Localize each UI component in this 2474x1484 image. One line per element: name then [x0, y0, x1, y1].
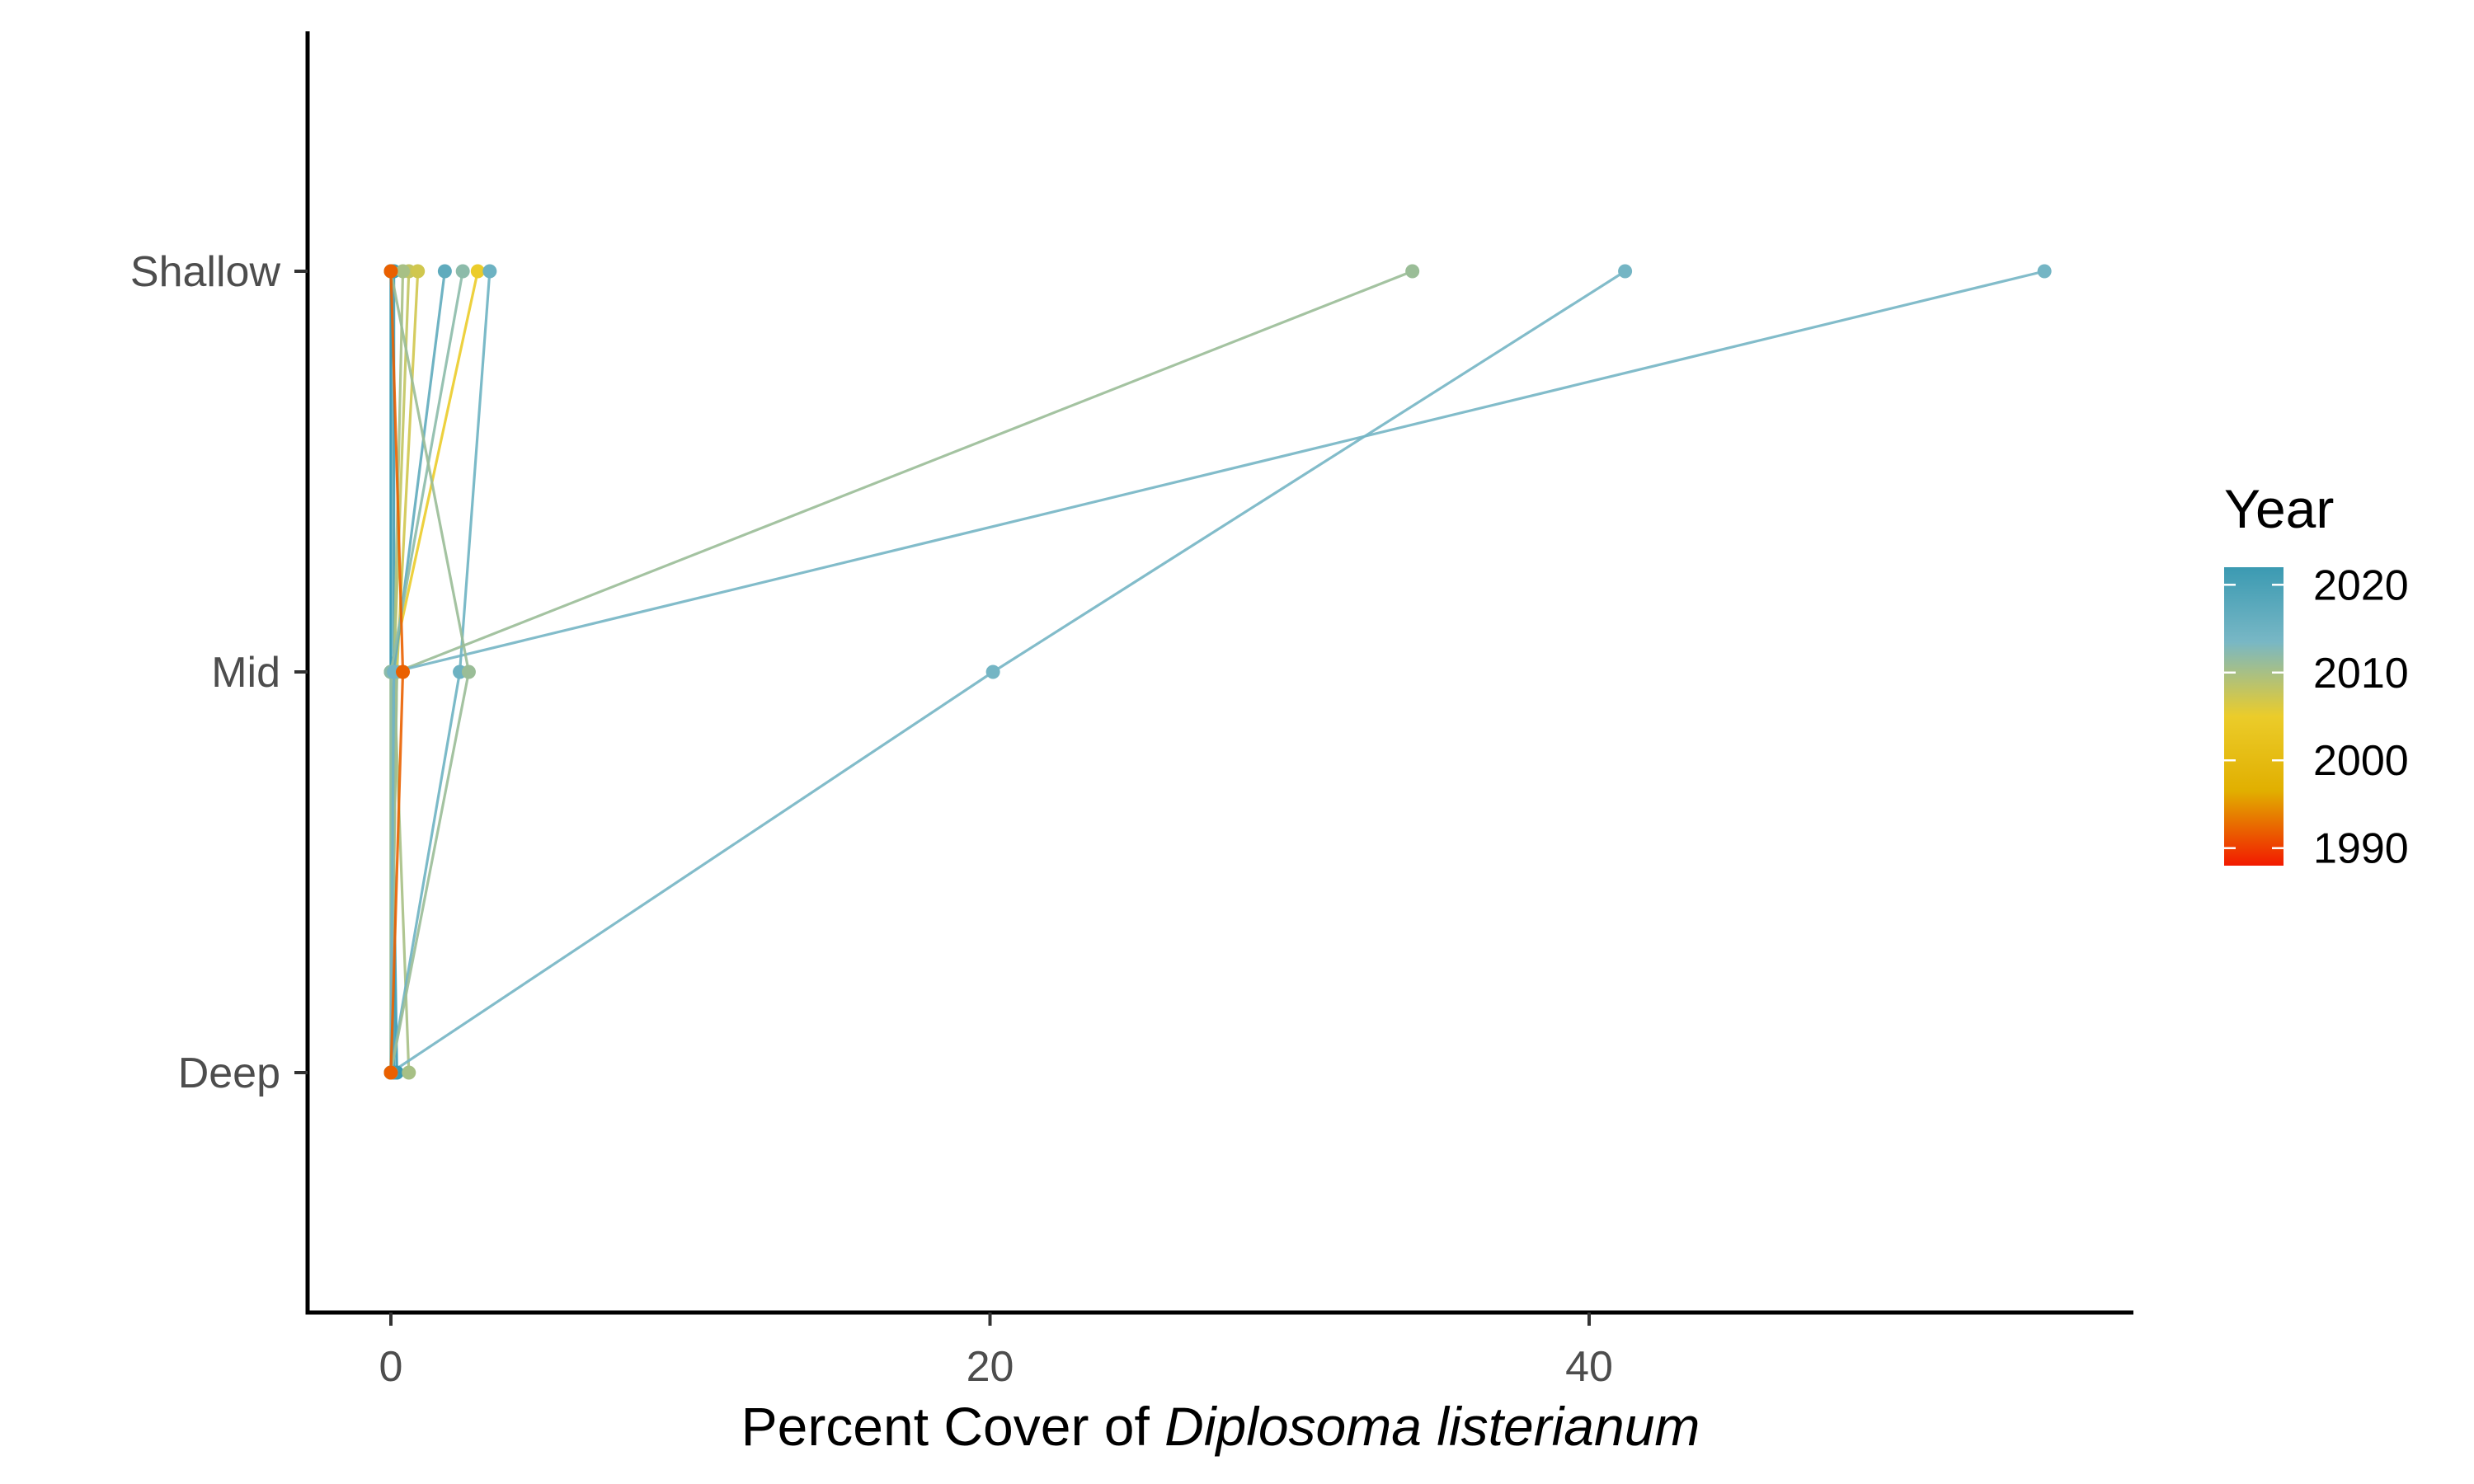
legend-ticks: 2020 2010 2000 1990	[2224, 561, 2409, 873]
series-points	[383, 264, 2052, 1080]
legend-label: 2020	[2313, 561, 2409, 609]
legend-label: 2010	[2313, 650, 2409, 697]
series-line	[389, 270, 2045, 1073]
data-point	[383, 264, 398, 279]
y-tick-label: Deep	[178, 1050, 280, 1097]
data-point	[461, 665, 476, 679]
data-point	[411, 264, 426, 279]
y-tick-label: Shallow	[130, 248, 281, 296]
data-point	[470, 264, 485, 279]
x-axis-title-species: Diplosoma listerianum	[1164, 1396, 1700, 1457]
legend-title: Year	[2224, 478, 2334, 539]
data-point	[1405, 264, 1420, 279]
series-line	[390, 270, 1626, 1074]
series-lines	[389, 270, 2045, 1074]
x-axis-title: Percent Cover of Diplosoma listerianum	[741, 1396, 1700, 1457]
x-axis-title-prefix: Percent Cover of	[741, 1396, 1165, 1457]
year-legend: Year 2020 2010 2000 1990	[2224, 478, 2409, 873]
x-tick-label: 40	[1565, 1343, 1613, 1391]
legend-label: 1990	[2313, 825, 2409, 873]
data-point	[396, 665, 411, 679]
y-axis-ticks: Deep Mid Shallow	[130, 248, 308, 1097]
data-point	[396, 264, 411, 279]
data-point	[455, 264, 470, 279]
legend-colorbar	[2224, 567, 2284, 866]
x-tick-label: 20	[967, 1343, 1014, 1391]
data-point	[2037, 264, 2052, 279]
data-point	[383, 1065, 398, 1080]
data-point	[985, 665, 1000, 679]
y-tick-label: Mid	[211, 649, 280, 697]
data-point	[1618, 264, 1633, 279]
data-point	[437, 264, 452, 279]
x-axis-ticks: 0 20 40	[379, 1313, 1613, 1391]
x-tick-label: 0	[379, 1343, 403, 1391]
legend-label: 2000	[2313, 737, 2409, 785]
data-point	[482, 264, 497, 279]
series-line	[389, 270, 1413, 1073]
data-point	[402, 1065, 416, 1080]
